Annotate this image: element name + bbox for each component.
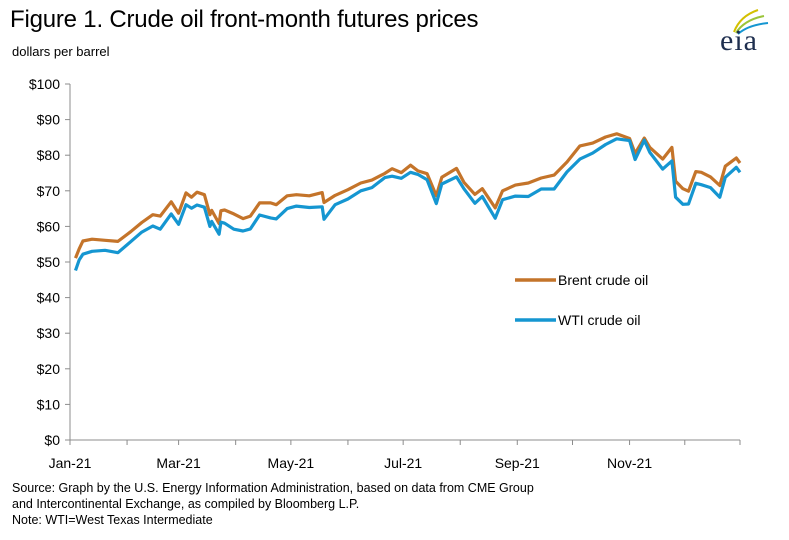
source-line-1: Source: Graph by the U.S. Energy Informa…	[12, 481, 534, 495]
source-line-2: and Intercontinental Exchange, as compil…	[12, 497, 360, 511]
x-tick-label: Sep-21	[495, 455, 540, 471]
x-tick-label: Jul-21	[384, 455, 422, 471]
x-tick-label: Jan-21	[49, 455, 92, 471]
y-tick-label: $20	[37, 361, 61, 377]
y-tick-label: $40	[37, 290, 61, 306]
price-line-chart: $0 $10 $20 $30 $40 $50 $60 $70 $80 $90 $100 Jan-21 M…	[29, 76, 742, 471]
y-tick-label: $30	[37, 325, 61, 341]
y-tick-label: $100	[29, 76, 60, 92]
chart-axes: $0 $10 $20 $30 $40 $50 $60 $70 $80 $90 $100 Jan-21 M…	[29, 76, 741, 471]
y-tick-label: $10	[37, 396, 61, 412]
chart-legend: Brent crude oil WTI crude oil	[515, 272, 648, 328]
y-axis-unit-label: dollars per barrel	[12, 44, 110, 59]
x-tick-label: Mar-21	[156, 455, 201, 471]
note-line: Note: WTI=West Texas Intermediate	[12, 513, 213, 527]
y-tick-label: $50	[37, 254, 61, 270]
y-tick-label: $90	[37, 112, 61, 128]
x-tick-label: Nov-21	[607, 455, 652, 471]
x-tick-label: May-21	[268, 455, 315, 471]
chart-title: Figure 1. Crude oil front-month futures …	[10, 6, 479, 33]
series-layer	[73, 132, 742, 272]
brent-series-line	[74, 132, 742, 259]
eia-logo: eia	[706, 6, 772, 58]
legend-wti-label: WTI crude oil	[558, 312, 640, 328]
logo-rays-icon	[733, 9, 769, 35]
y-tick-label: $80	[37, 147, 61, 163]
chart-footer: Source: Graph by the U.S. Energy Informa…	[12, 480, 534, 528]
y-tick-label: $70	[37, 183, 61, 199]
y-tick-label: $60	[37, 218, 61, 234]
logo-text: eia	[720, 24, 758, 57]
y-tick-label: $0	[44, 432, 60, 448]
legend-brent-label: Brent crude oil	[558, 272, 648, 288]
wti-series-line	[73, 137, 742, 272]
